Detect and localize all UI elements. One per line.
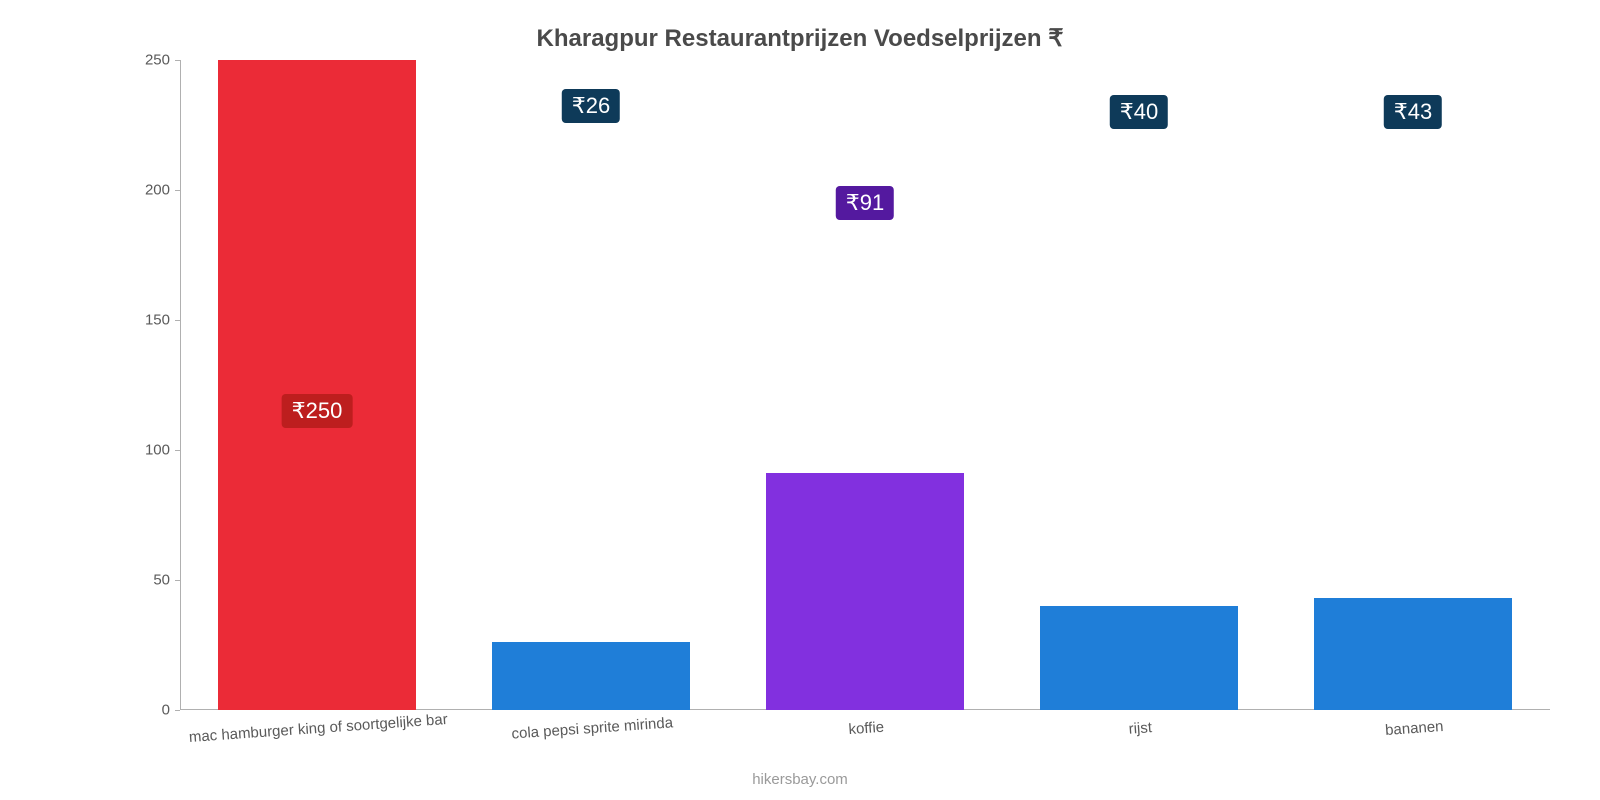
- x-tick-label: bananen: [1384, 708, 1444, 739]
- y-tick-mark: [175, 450, 180, 451]
- y-tick-mark: [175, 320, 180, 321]
- y-tick-mark: [175, 710, 180, 711]
- x-tick-label: cola pepsi sprite mirinda: [510, 704, 673, 742]
- bar-value-label: ₹91: [836, 186, 894, 220]
- y-axis-line: [180, 60, 181, 710]
- bar: [1040, 606, 1237, 710]
- plot-area: 050100150200250₹250mac hamburger king of…: [180, 60, 1550, 710]
- chart-title: Kharagpur Restaurantprijzen Voedselprijz…: [0, 24, 1600, 53]
- y-tick-mark: [175, 60, 180, 61]
- y-tick-mark: [175, 190, 180, 191]
- bar-value-label: ₹26: [562, 89, 620, 123]
- bar-value-label: ₹40: [1110, 95, 1168, 129]
- bar: [492, 642, 689, 710]
- x-tick-label: rijst: [1127, 709, 1152, 738]
- x-tick-label: koffie: [847, 709, 884, 738]
- bar: [766, 473, 963, 710]
- bar-value-label: ₹43: [1384, 95, 1442, 129]
- attribution-text: hikersbay.com: [0, 771, 1600, 788]
- y-tick-mark: [175, 580, 180, 581]
- bar: [1314, 598, 1511, 710]
- bar-value-label: ₹250: [282, 394, 353, 428]
- bar: [218, 60, 415, 710]
